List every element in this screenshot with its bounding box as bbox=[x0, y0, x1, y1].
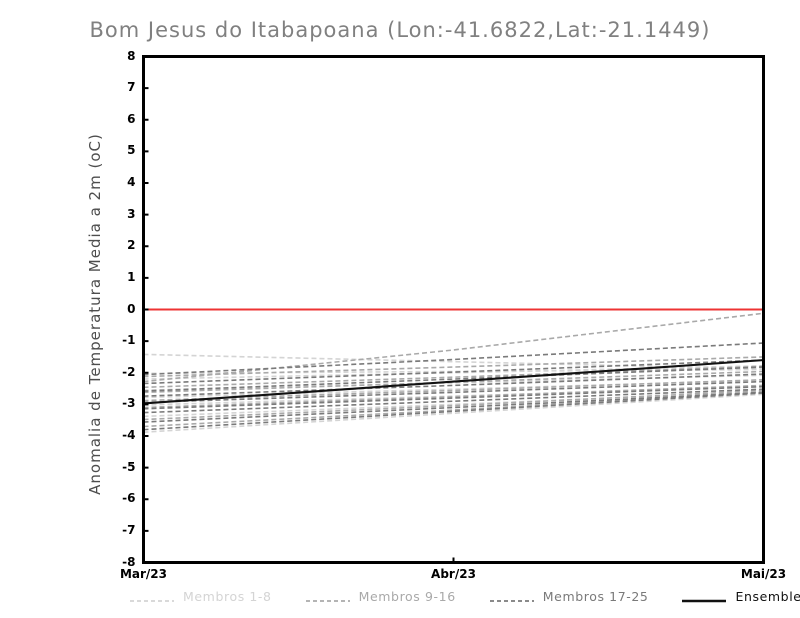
x-tick-label: Mai/23 bbox=[740, 566, 787, 581]
y-tick-label: 7 bbox=[127, 80, 136, 95]
y-tick-label: 6 bbox=[127, 111, 136, 126]
y-tick-label: 4 bbox=[127, 175, 136, 189]
y-tick-label: -2 bbox=[122, 364, 136, 379]
legend-label: Membros 9-16 bbox=[358, 588, 456, 604]
y-tick-label: -8 bbox=[122, 554, 136, 569]
y-tick-label: -6 bbox=[122, 491, 136, 506]
chart-title: Bom Jesus do Itabapoana (Lon:-41.6822,La… bbox=[89, 18, 711, 42]
chart-legend: Membros 1-8 Membros 9-16 Membros 17-25 Ense… bbox=[130, 586, 800, 606]
legend-swatch bbox=[489, 591, 534, 602]
x-tick-label: Mar/23 bbox=[119, 566, 168, 581]
legend-swatch bbox=[305, 591, 350, 602]
y-tick-label: -3 bbox=[122, 396, 136, 411]
y-tick-label: 2 bbox=[127, 238, 136, 253]
y-tick-label: -4 bbox=[122, 428, 136, 442]
legend-swatch bbox=[682, 591, 727, 603]
axis-ticks bbox=[142, 55, 765, 564]
legend-swatch bbox=[130, 591, 174, 602]
legend-label: Ensemble Mean bbox=[735, 588, 800, 604]
y-tick-label: 8 bbox=[127, 48, 136, 63]
legend-entry[interactable]: Membros 1-8 bbox=[130, 589, 272, 604]
legend-label: Membros 17-25 bbox=[542, 588, 649, 604]
y-tick-label: -5 bbox=[122, 459, 136, 474]
y-tick-label: 5 bbox=[127, 143, 136, 158]
legend-entry[interactable]: Membros 17-25 bbox=[489, 588, 649, 604]
y-tick-label: 3 bbox=[127, 206, 136, 221]
y-tick-label: -1 bbox=[122, 333, 136, 348]
legend-entry[interactable]: Ensemble Mean bbox=[682, 589, 800, 604]
y-tick-label: 1 bbox=[127, 269, 136, 284]
series-lines bbox=[143, 312, 764, 434]
y-tick-label: -7 bbox=[122, 522, 136, 537]
legend-label: Membros 1-8 bbox=[183, 588, 272, 604]
y-tick-label: 0 bbox=[127, 301, 136, 316]
legend-entry[interactable]: Membros 9-16 bbox=[305, 588, 456, 604]
x-tick-label: Abr/23 bbox=[431, 566, 476, 581]
